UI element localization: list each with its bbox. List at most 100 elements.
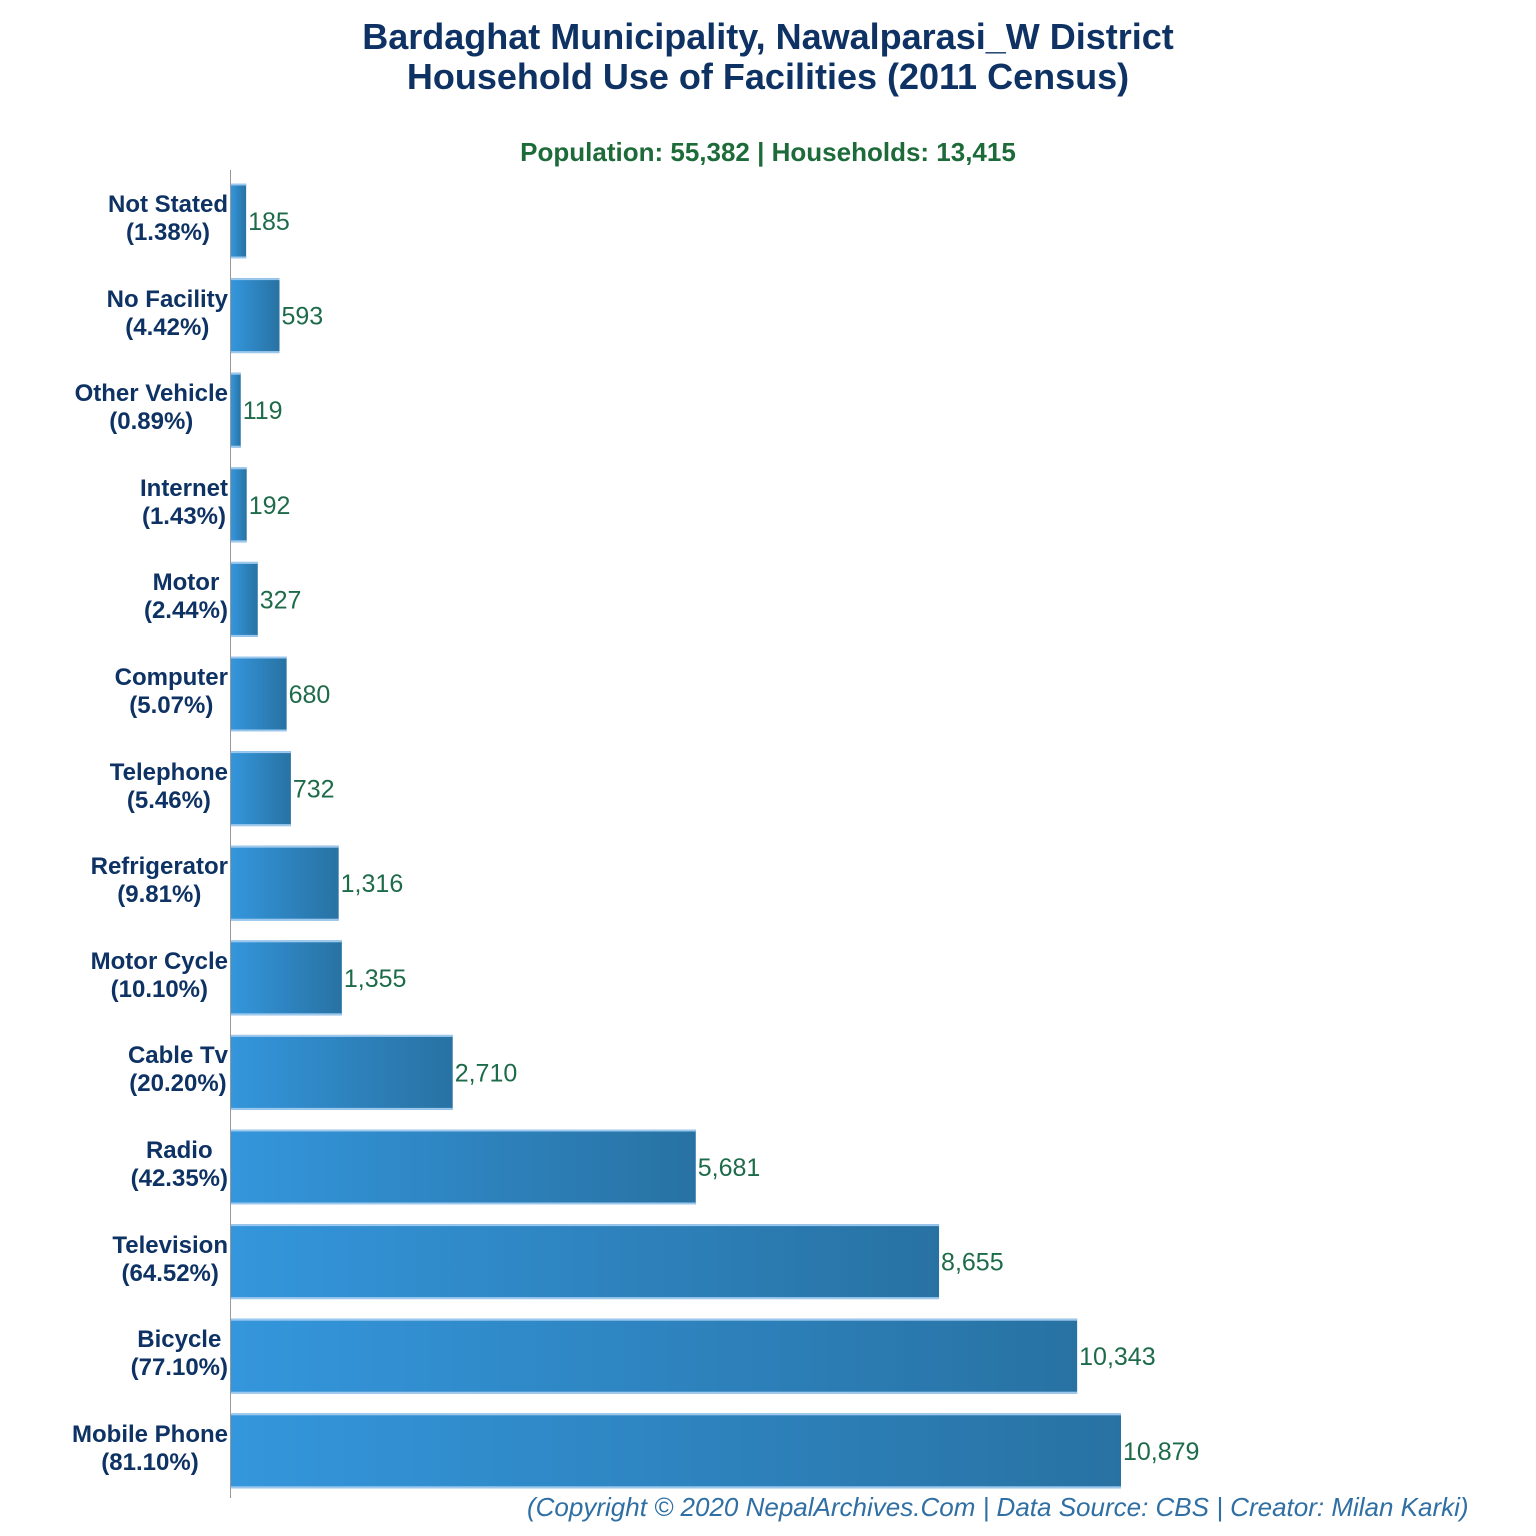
category-name: Internet bbox=[139, 474, 228, 502]
bar-edge bbox=[231, 1224, 940, 1227]
bar-edge bbox=[231, 1034, 453, 1037]
category-label: Mobile Phone (81.10%) bbox=[72, 1421, 228, 1477]
category-name: Television bbox=[112, 1231, 228, 1259]
value-label: 192 bbox=[249, 492, 291, 520]
bar-edge bbox=[231, 1486, 1121, 1489]
bar-edge bbox=[231, 1297, 940, 1300]
bar-motor-cycle bbox=[231, 940, 342, 1016]
bar-computer bbox=[231, 656, 287, 732]
bar-edge bbox=[231, 1391, 1078, 1394]
bar-edge bbox=[231, 183, 247, 186]
category-name: Motor bbox=[152, 569, 220, 597]
bar-edge bbox=[231, 445, 241, 448]
category-percent: (10.10%) bbox=[110, 975, 209, 1003]
category-name: Not Stated bbox=[108, 191, 228, 218]
bar-edge bbox=[231, 940, 342, 943]
value-label: 1,316 bbox=[341, 870, 404, 898]
category-percent: (1.38%) bbox=[125, 219, 211, 246]
value-label: 8,655 bbox=[941, 1249, 1004, 1277]
value-label: 327 bbox=[260, 586, 302, 614]
chart-subtitle: Population: 55,382 | Households: 13,415 bbox=[520, 137, 1016, 167]
category-percent: (5.46%) bbox=[126, 786, 211, 814]
category-label: Telephone (5.46%) bbox=[110, 759, 228, 815]
bar-edge bbox=[231, 751, 291, 754]
category-percent: (1.43%) bbox=[141, 502, 227, 530]
chart-title-line-1: Bardaghat Municipality, Nawalparasi_W Di… bbox=[362, 16, 1174, 57]
category-name: Cable Tv bbox=[127, 1042, 228, 1070]
value-label: 185 bbox=[248, 208, 290, 236]
category-label: Refrigerator (9.81%) bbox=[91, 853, 228, 909]
bar-edge bbox=[231, 1202, 696, 1205]
bar-mobile-phone bbox=[231, 1413, 1121, 1489]
value-label: 10,879 bbox=[1123, 1438, 1199, 1466]
bar-television bbox=[231, 1224, 940, 1300]
bar-motor bbox=[231, 561, 258, 637]
bar-edge bbox=[231, 1107, 453, 1110]
category-name: Other Vehicle bbox=[74, 380, 228, 408]
bar-edge bbox=[231, 1413, 1121, 1416]
chart-footer: (Copyright © 2020 NepalArchives.Com | Da… bbox=[527, 1492, 1469, 1522]
bar-refrigerator bbox=[231, 845, 339, 921]
category-name: No Facility bbox=[106, 285, 228, 313]
bar-edge bbox=[231, 1013, 342, 1016]
category-percent: (77.10%) bbox=[130, 1354, 228, 1382]
category-name: Telephone bbox=[109, 758, 228, 786]
bar-no-facility bbox=[231, 278, 280, 354]
value-label: 593 bbox=[282, 303, 324, 331]
category-label: Computer (5.07%) bbox=[115, 664, 228, 720]
category-name: Motor Cycle bbox=[90, 947, 228, 975]
bar-cable-tv bbox=[231, 1034, 453, 1110]
bar-not-stated bbox=[231, 183, 247, 259]
bar-edge bbox=[231, 634, 258, 637]
category-percent: (20.20%) bbox=[129, 1070, 227, 1098]
category-label: No Facility (4.42%) bbox=[107, 286, 228, 342]
bar-edge bbox=[231, 256, 247, 259]
bar-edge bbox=[231, 351, 280, 354]
category-percent: (9.81%) bbox=[117, 881, 202, 909]
category-percent: (81.10%) bbox=[101, 1448, 199, 1476]
bar-edge bbox=[231, 467, 247, 470]
bar-edge bbox=[231, 561, 258, 564]
category-label: Internet (1.43%) bbox=[140, 475, 228, 531]
bar-telephone bbox=[231, 751, 291, 827]
category-percent: (5.07%) bbox=[129, 692, 214, 719]
bar-edge bbox=[231, 1318, 1078, 1321]
value-label: 5,681 bbox=[698, 1154, 761, 1182]
value-label: 119 bbox=[243, 397, 283, 425]
bar-internet bbox=[231, 467, 247, 543]
category-label: Radio (42.35%) bbox=[131, 1137, 228, 1193]
category-percent: (2.44%) bbox=[143, 597, 228, 625]
value-label: 680 bbox=[289, 681, 331, 709]
category-label: Television (64.52%) bbox=[112, 1232, 228, 1288]
bar-edge bbox=[231, 372, 241, 375]
bar-edge bbox=[231, 540, 247, 543]
category-name: Refrigerator bbox=[90, 853, 228, 881]
category-name: Bicycle bbox=[137, 1326, 222, 1354]
bar-other-vehicle bbox=[231, 372, 241, 448]
bar-bicycle bbox=[231, 1318, 1078, 1394]
category-label: Cable Tv (20.20%) bbox=[128, 1042, 228, 1098]
bar-radio bbox=[231, 1129, 696, 1205]
category-percent: (0.89%) bbox=[109, 408, 194, 436]
category-name: Radio bbox=[145, 1137, 213, 1164]
value-label: 732 bbox=[293, 776, 335, 804]
category-name: Computer bbox=[114, 664, 228, 691]
bar-edge bbox=[231, 1129, 696, 1132]
category-name: Mobile Phone bbox=[72, 1420, 228, 1448]
bar-edge bbox=[231, 278, 280, 281]
category-label: Other Vehicle (0.89%) bbox=[75, 380, 228, 436]
value-label: 1,355 bbox=[344, 965, 407, 993]
category-percent: (64.52%) bbox=[121, 1259, 219, 1287]
value-label: 2,710 bbox=[455, 1059, 518, 1087]
category-label: Motor Cycle (10.10%) bbox=[91, 948, 228, 1004]
chart-title-line-2: Household Use of Facilities (2011 Census… bbox=[406, 56, 1130, 97]
category-percent: (4.42%) bbox=[125, 313, 210, 341]
category-percent: (42.35%) bbox=[130, 1165, 228, 1192]
bar-edge bbox=[231, 845, 339, 848]
bar-edge bbox=[231, 918, 339, 921]
category-label: Bicycle (77.10%) bbox=[131, 1326, 228, 1382]
value-label: 10,343 bbox=[1079, 1343, 1155, 1371]
category-label: Not Stated (1.38%) bbox=[108, 191, 228, 247]
